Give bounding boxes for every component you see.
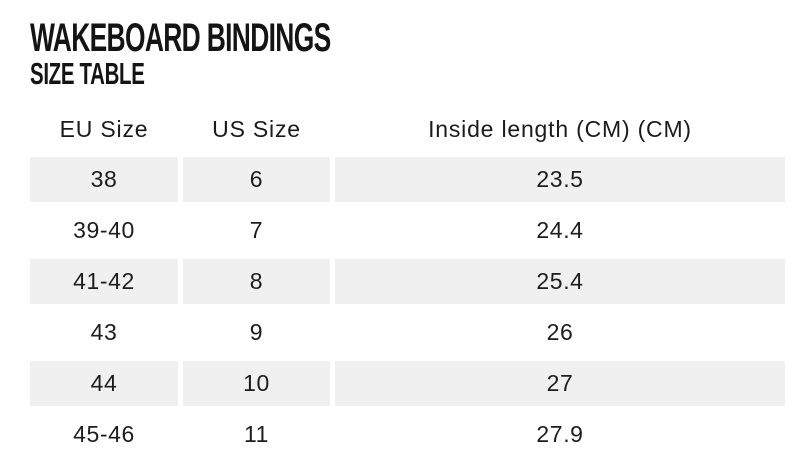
title-block: WAKEBOARD BINDINGS SIZE TABLE: [30, 16, 800, 91]
cell-inside-length: 25.4: [335, 259, 785, 304]
cell-us-size: 6: [183, 157, 330, 202]
size-table: EU Size US Size Inside length (CM) (CM) …: [30, 107, 785, 457]
column-header-inside-length: Inside length (CM) (CM): [335, 107, 785, 151]
cell-eu-size: 38: [30, 157, 178, 202]
cell-eu-size: 39-40: [30, 208, 178, 253]
column-header-eu-size: EU Size: [30, 107, 178, 151]
cell-eu-size: 43: [30, 310, 178, 355]
cell-us-size: 7: [183, 208, 330, 253]
cell-inside-length: 24.4: [335, 208, 785, 253]
cell-us-size: 8: [183, 259, 330, 304]
cell-us-size: 11: [183, 412, 330, 457]
cell-eu-size: 44: [30, 361, 178, 406]
cell-inside-length: 26: [335, 310, 785, 355]
column-header-us-size: US Size: [183, 107, 330, 151]
page-title-text: WAKEBOARD BINDINGS: [30, 16, 331, 60]
cell-us-size: 10: [183, 361, 330, 406]
cell-inside-length: 27: [335, 361, 785, 406]
page-subtitle: SIZE TABLE: [30, 56, 800, 91]
page-title: WAKEBOARD BINDINGS: [30, 16, 800, 60]
cell-eu-size: 45-46: [30, 412, 178, 457]
page-subtitle-text: SIZE TABLE: [30, 56, 145, 91]
cell-inside-length: 27.9: [335, 412, 785, 457]
cell-eu-size: 41-42: [30, 259, 178, 304]
cell-inside-length: 23.5: [335, 157, 785, 202]
cell-us-size: 9: [183, 310, 330, 355]
